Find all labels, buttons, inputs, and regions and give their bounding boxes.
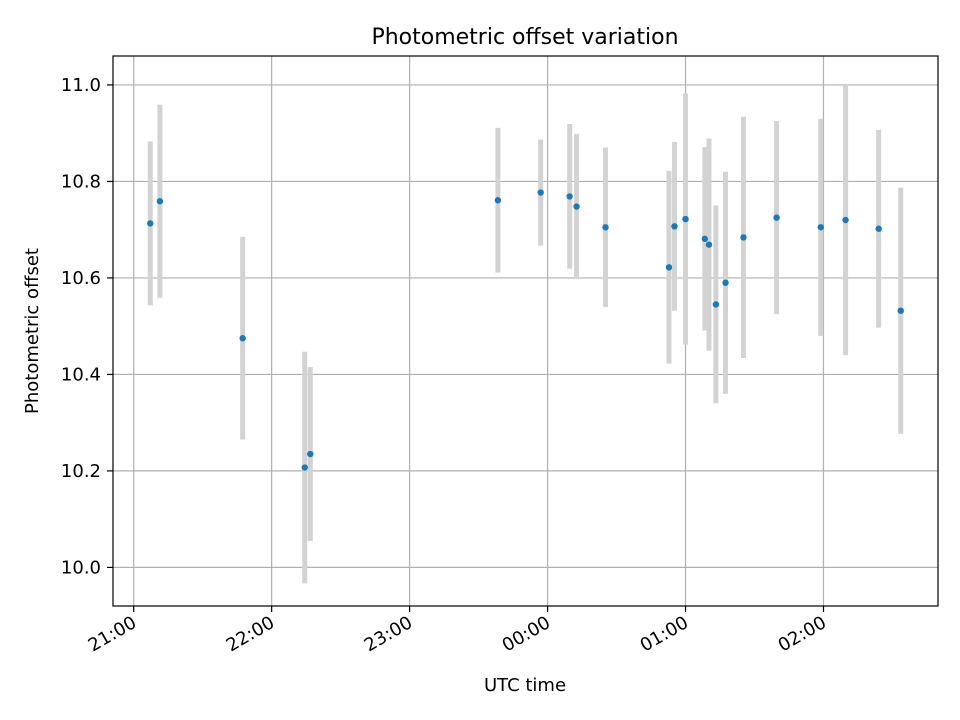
- point-layer: [147, 189, 904, 471]
- y-axis-label: Photometric offset: [22, 248, 43, 414]
- x-tick-label: 00:00: [499, 612, 554, 656]
- data-point: [875, 225, 882, 232]
- x-tick-label: 02:00: [775, 612, 830, 656]
- x-axis-ticks: 21:00 22:00 23:00 00:00 01:00 02:00: [85, 606, 830, 656]
- data-point: [682, 215, 689, 223]
- data-point: [494, 197, 502, 204]
- data-point: [701, 235, 709, 243]
- data-point: [773, 214, 780, 221]
- errorbar-layer: [147, 84, 904, 584]
- data-point: [671, 223, 678, 230]
- chart-title: Photometric offset variation: [371, 25, 678, 50]
- x-tick-label: 23:00: [361, 612, 416, 656]
- y-tick-label: 10.6: [61, 268, 101, 289]
- data-point: [301, 464, 308, 471]
- x-axis-label: UTC time: [484, 675, 566, 696]
- data-point: [740, 234, 747, 241]
- y-tick-label: 10.2: [61, 461, 101, 482]
- data-point: [573, 203, 580, 210]
- data-point: [156, 198, 164, 205]
- data-point: [566, 193, 573, 200]
- data-point: [537, 189, 544, 196]
- data-point: [712, 301, 720, 308]
- data-point: [722, 279, 729, 286]
- data-point: [842, 216, 849, 224]
- y-tick-label: 10.0: [61, 557, 101, 578]
- data-point: [602, 224, 609, 231]
- data-point: [817, 224, 824, 231]
- data-point: [897, 307, 904, 314]
- data-point: [147, 220, 154, 227]
- x-tick-label: 22:00: [223, 612, 278, 656]
- data-point: [239, 335, 246, 342]
- data-point: [307, 450, 314, 458]
- y-tick-label: 11.0: [61, 75, 101, 96]
- data-point: [705, 241, 713, 248]
- y-tick-label: 10.4: [61, 364, 101, 385]
- data-point: [665, 264, 673, 271]
- x-tick-label: 21:00: [85, 612, 140, 656]
- x-tick-label: 01:00: [637, 612, 692, 656]
- grid-layer: [113, 56, 938, 606]
- y-tick-label: 10.8: [61, 171, 101, 192]
- plot-frame: [112, 55, 939, 607]
- y-axis-ticks: 10.0 10.2 10.4 10.6 10.8 11.0: [61, 75, 113, 578]
